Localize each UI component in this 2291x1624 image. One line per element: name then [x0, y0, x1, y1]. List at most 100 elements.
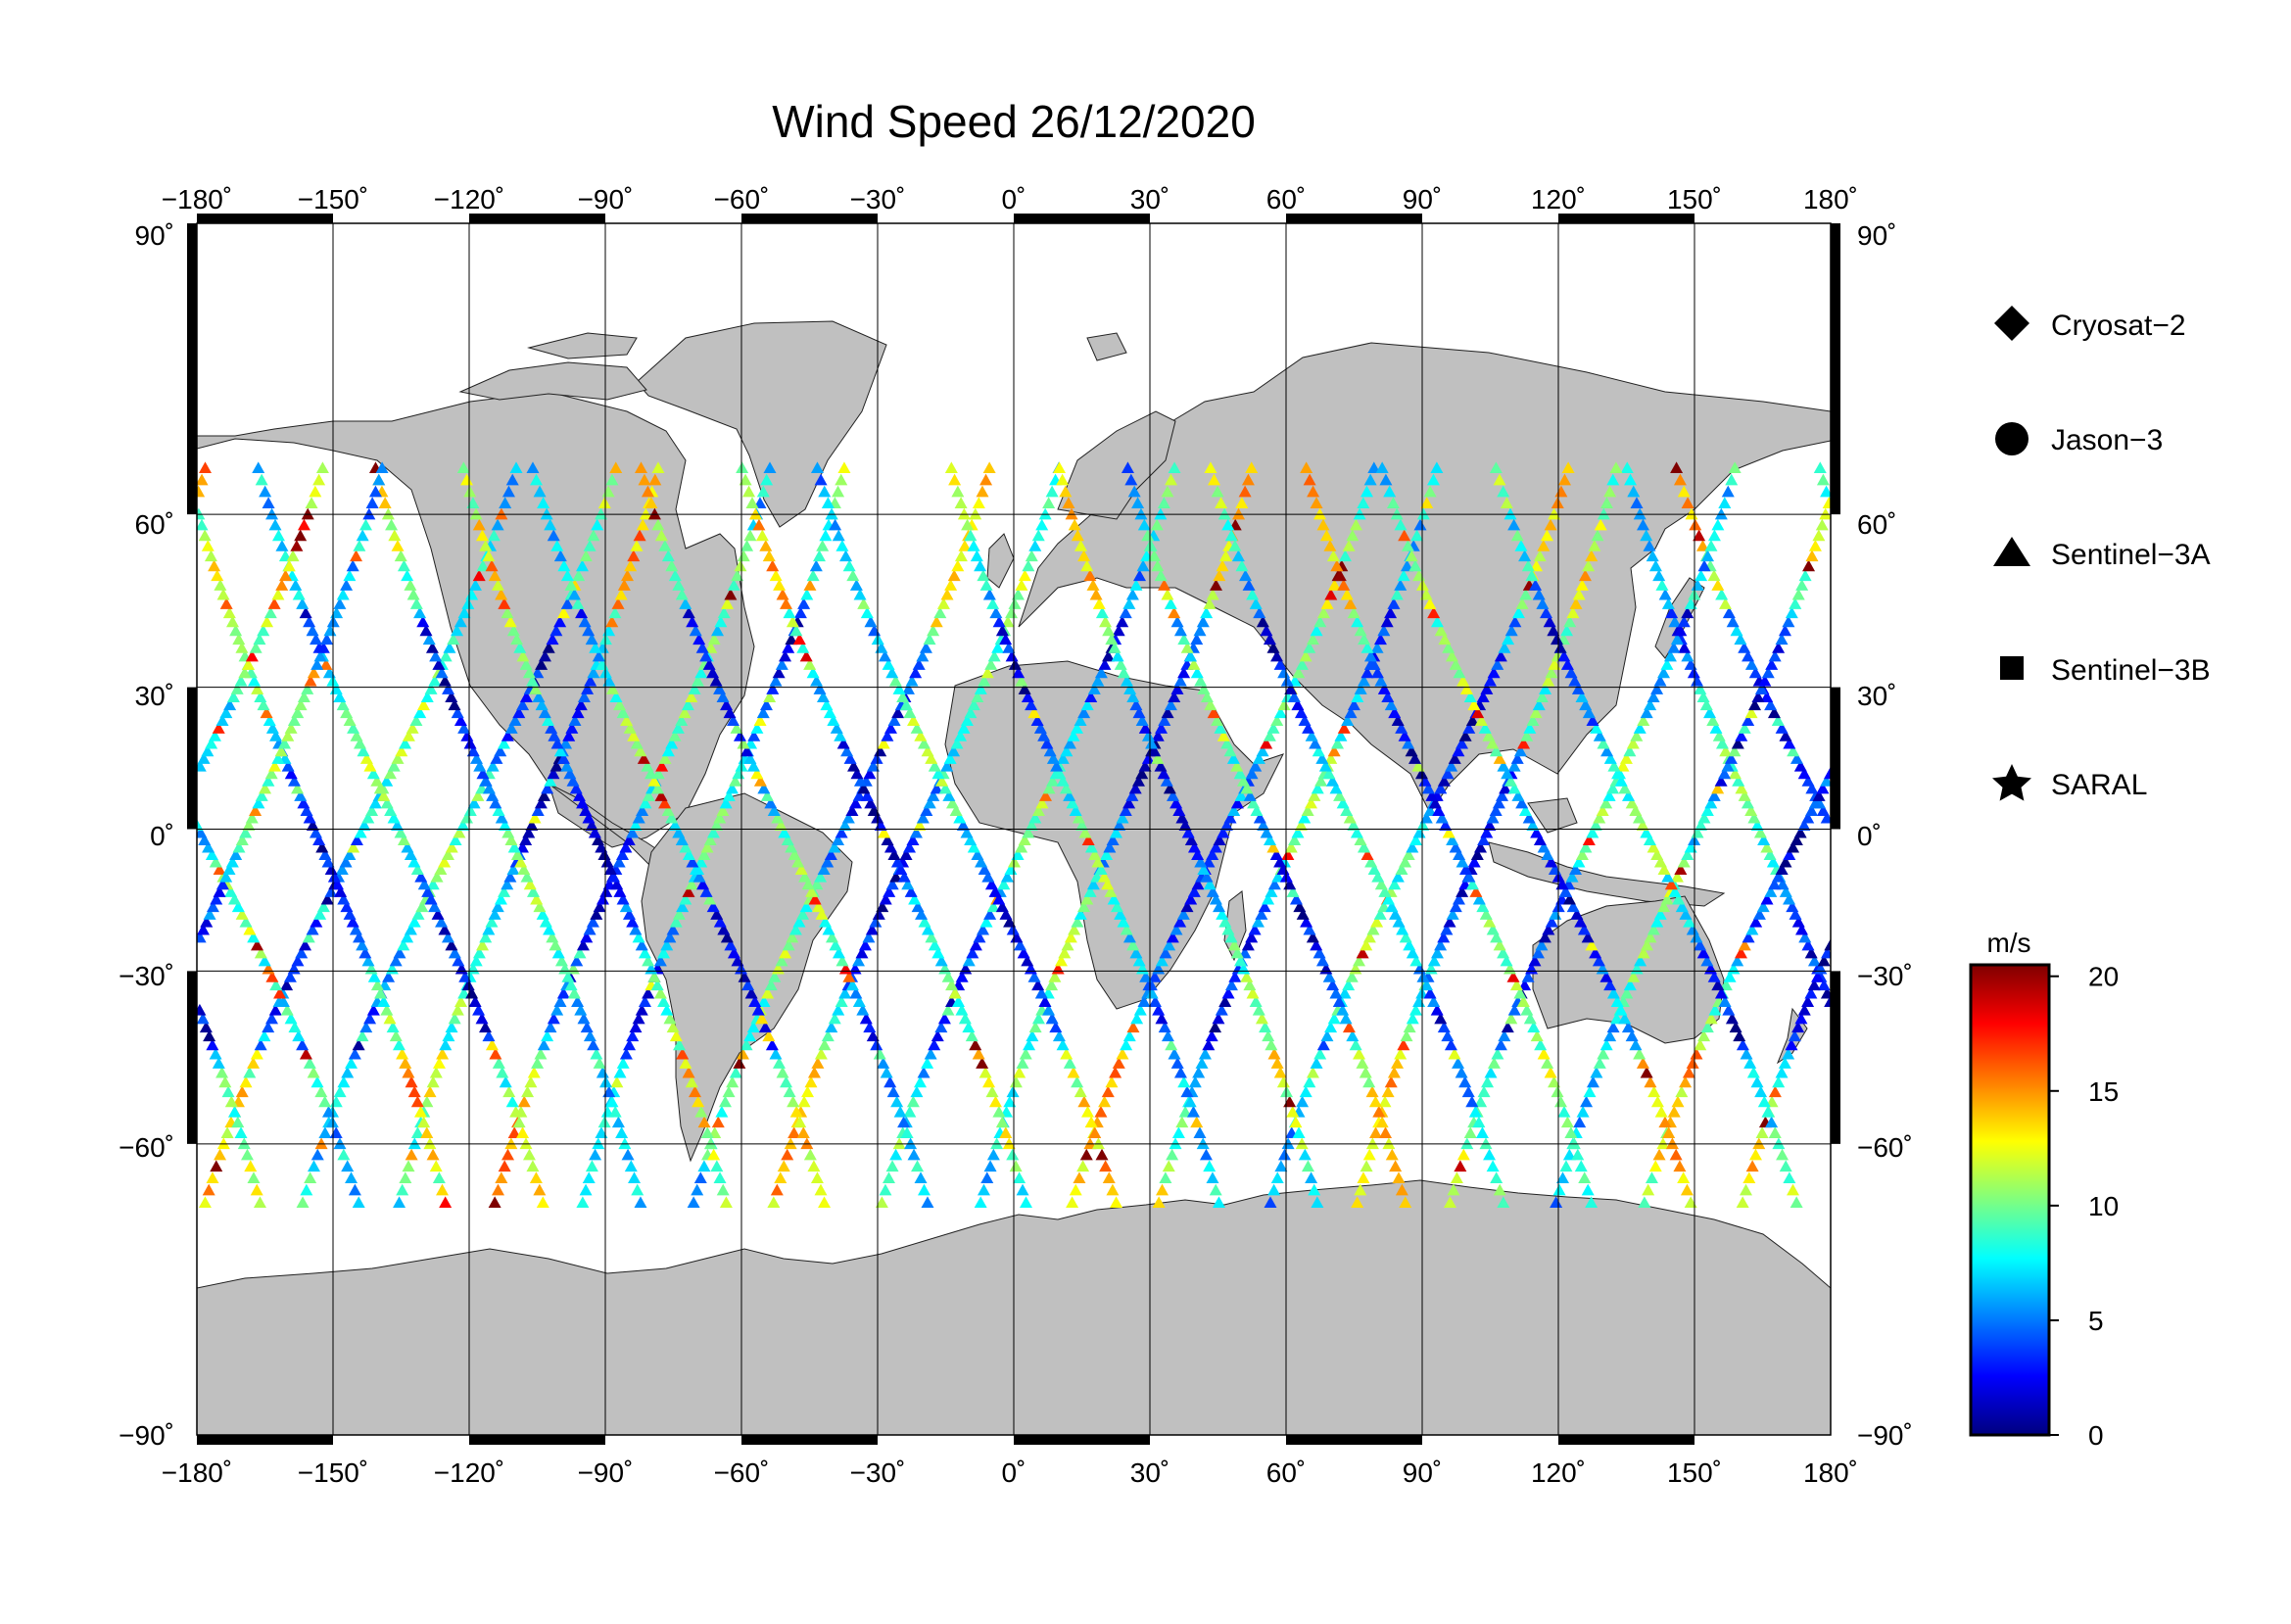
- track-marker: [1657, 863, 1671, 876]
- track-marker: [1209, 1021, 1222, 1033]
- colorbar-gradient: [1969, 963, 2051, 1437]
- track-marker: [503, 870, 517, 883]
- track-marker: [1267, 878, 1281, 890]
- track-marker: [1636, 819, 1649, 831]
- track-marker: [1547, 624, 1560, 637]
- track-marker: [1704, 796, 1718, 809]
- track-marker: [1164, 698, 1177, 711]
- track-marker: [1075, 819, 1089, 831]
- lon-label-bottom: −180˚: [162, 1457, 232, 1488]
- track-marker: [653, 954, 667, 967]
- frame-bar-top: [469, 214, 605, 223]
- track-marker: [694, 1105, 708, 1118]
- track-marker: [704, 642, 718, 653]
- track-marker: [1652, 1148, 1666, 1161]
- track-marker: [1699, 698, 1713, 711]
- track-marker: [923, 796, 936, 809]
- track-marker: [469, 507, 483, 520]
- track-marker: [516, 649, 530, 662]
- track-marker: [1003, 915, 1017, 928]
- track-marker: [1368, 1095, 1382, 1108]
- track-marker: [615, 1126, 629, 1138]
- track-marker: [1307, 485, 1320, 498]
- track-marker: [981, 870, 995, 883]
- track-marker: [1801, 811, 1815, 824]
- track-marker: [825, 1021, 838, 1033]
- track-marker: [535, 698, 549, 711]
- track-marker: [1425, 789, 1439, 801]
- track-marker: [1156, 1183, 1169, 1196]
- track-marker: [638, 473, 651, 486]
- frame-bar-right: [1831, 223, 1840, 515]
- track-marker: [974, 1196, 987, 1209]
- track-marker: [1154, 507, 1168, 520]
- track-marker: [1277, 1148, 1291, 1161]
- track-marker: [787, 1095, 800, 1108]
- track-marker: [1135, 714, 1149, 727]
- track-marker: [857, 597, 871, 609]
- track-marker: [661, 804, 675, 816]
- track-marker: [1579, 840, 1593, 853]
- track-marker: [1148, 995, 1162, 1008]
- colorbar-tick-label: 15: [2088, 1076, 2119, 1107]
- track-marker: [1472, 892, 1486, 905]
- track-marker: [1173, 915, 1187, 928]
- track-marker: [337, 1148, 351, 1161]
- track-marker: [1400, 559, 1413, 572]
- track-marker: [730, 722, 743, 734]
- track-marker: [881, 834, 894, 845]
- track-marker: [1206, 885, 1219, 897]
- track-marker: [1468, 1105, 1482, 1118]
- track-marker: [1681, 497, 1694, 508]
- track-marker: [337, 892, 351, 905]
- track-marker: [1245, 461, 1259, 474]
- track-marker: [1111, 649, 1124, 662]
- track-marker: [977, 1183, 990, 1196]
- track-marker: [1362, 1075, 1376, 1088]
- track-marker: [911, 1160, 925, 1172]
- track-marker: [304, 674, 317, 687]
- track-marker: [1038, 507, 1052, 520]
- track-marker: [1707, 529, 1721, 542]
- track-marker: [1446, 834, 1459, 845]
- track-marker: [538, 706, 551, 719]
- track-marker: [401, 840, 414, 853]
- track-marker: [1589, 819, 1602, 831]
- track-marker: [1778, 1057, 1791, 1069]
- track-marker: [1707, 971, 1721, 982]
- track-marker: [358, 946, 372, 959]
- track-marker: [1106, 834, 1120, 845]
- track-marker: [1260, 624, 1273, 637]
- track-marker: [198, 834, 212, 845]
- track-marker: [1460, 1137, 1474, 1150]
- track-marker: [463, 737, 477, 749]
- track-marker: [468, 995, 482, 1008]
- track-marker: [1592, 954, 1605, 967]
- track-marker: [845, 804, 859, 816]
- track-marker: [1658, 588, 1672, 600]
- track-marker: [479, 775, 493, 787]
- track-marker: [1722, 1003, 1736, 1016]
- track-marker: [609, 691, 623, 703]
- track-marker: [319, 658, 333, 670]
- track-marker: [476, 938, 490, 951]
- track-marker: [406, 588, 420, 600]
- track-marker: [599, 1075, 613, 1088]
- track-marker: [1351, 1196, 1364, 1209]
- track-marker: [1080, 1105, 1094, 1118]
- track-marker: [1574, 1160, 1588, 1172]
- track-marker: [1221, 986, 1235, 999]
- track-marker: [1456, 885, 1469, 897]
- track-marker: [1125, 588, 1139, 600]
- track-marker: [1585, 938, 1599, 951]
- track-marker: [666, 923, 680, 935]
- track-marker: [1816, 804, 1830, 816]
- track-marker: [460, 811, 474, 824]
- track-marker: [1215, 1003, 1228, 1016]
- track-marker: [1493, 1183, 1506, 1196]
- track-marker: [687, 1196, 700, 1209]
- track-marker: [682, 606, 695, 619]
- track-marker: [850, 767, 864, 780]
- track-marker: [432, 1057, 446, 1069]
- track-marker: [948, 473, 962, 486]
